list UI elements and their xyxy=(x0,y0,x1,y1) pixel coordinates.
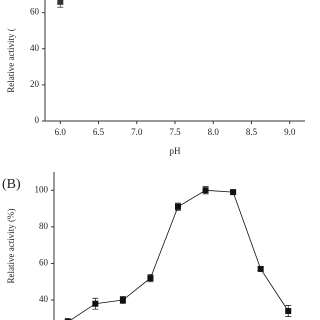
y-axis-label: Relative activity (%) xyxy=(6,209,16,284)
data-point xyxy=(119,297,126,304)
y-tick-label: 60 xyxy=(30,7,40,17)
y-axis-label: Relative activity ( xyxy=(6,28,16,92)
data-point xyxy=(57,0,64,5)
y-tick-label: 80 xyxy=(39,221,49,231)
x-tick-label: 6.5 xyxy=(93,127,105,137)
y-tick-label: 60 xyxy=(39,258,49,268)
x-tick-label: 8.5 xyxy=(246,127,258,137)
data-point xyxy=(92,300,99,307)
y-tick-label: 40 xyxy=(30,43,40,53)
x-tick-label: 7.0 xyxy=(131,127,143,137)
frame xyxy=(53,172,55,320)
y-tick-label: 100 xyxy=(35,184,49,194)
y-tick-label: 0 xyxy=(35,115,40,125)
frame xyxy=(44,0,305,122)
y-tick-label: 40 xyxy=(39,294,49,304)
panel-label: (B) xyxy=(2,177,21,192)
data-point xyxy=(147,275,154,282)
data-point xyxy=(175,203,181,210)
data-point xyxy=(202,187,209,194)
x-tick-label: 8.0 xyxy=(208,127,220,137)
data-point xyxy=(285,308,292,315)
data-point xyxy=(230,189,237,196)
x-tick-label: 9.0 xyxy=(284,127,296,137)
x-tick-label: 7.5 xyxy=(169,127,181,137)
x-axis-label: pH xyxy=(170,146,182,156)
data-point xyxy=(257,265,264,272)
y-tick-label: 20 xyxy=(30,79,40,89)
x-tick-label: 6.0 xyxy=(55,127,67,137)
